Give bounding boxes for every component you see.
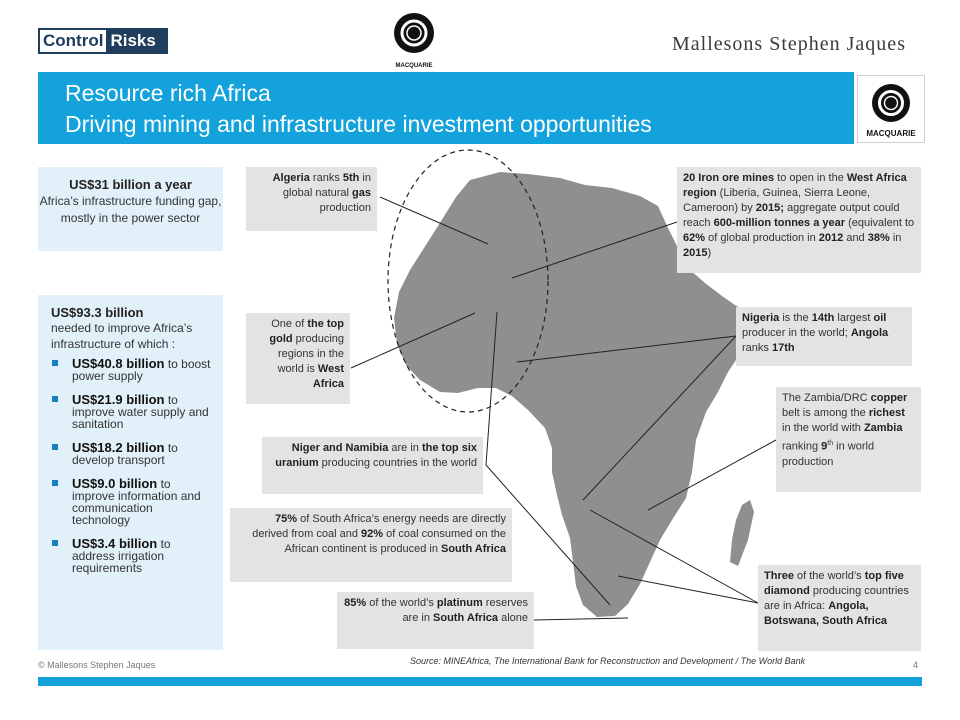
page-title: Resource rich Africa bbox=[65, 80, 271, 106]
control-risks-logo: Control Risks bbox=[38, 28, 168, 54]
page-number: 4 bbox=[913, 660, 919, 670]
source-note: Source: MINEAfrica, The International Ba… bbox=[410, 656, 806, 666]
callout-algeria: Algeria ranks 5th in global natural gas … bbox=[246, 167, 377, 231]
copyright-text: © Mallesons Stephen Jaques bbox=[38, 660, 156, 670]
funding-gap-box: US$31 billion a year Africa’s infrastruc… bbox=[38, 167, 223, 251]
connector-uranium-a bbox=[485, 311, 498, 466]
callout-energy: 75% of South Africa’s energy needs are d… bbox=[230, 508, 512, 582]
connector-diamond-a bbox=[589, 509, 759, 604]
callout-nigeria: Nigeria is the 14th largest oil producer… bbox=[736, 307, 912, 366]
list-item: US$21.9 billion to improve water supply … bbox=[51, 393, 213, 430]
infrastructure-needs-heading: US$93.3 billion bbox=[51, 305, 144, 320]
connector-platinum bbox=[533, 617, 629, 621]
logo-text-risks: Risks bbox=[106, 30, 166, 52]
callout-copper: The Zambia/DRC copper belt is among the … bbox=[776, 387, 921, 492]
macquarie-wordmark-right: MACQUARIE bbox=[866, 129, 916, 138]
connector-iron-ore bbox=[511, 221, 678, 279]
infrastructure-needs-box: US$93.3 billion needed to improve Africa… bbox=[38, 295, 223, 650]
macquarie-logo-top: MACQUARIE bbox=[394, 13, 434, 69]
west-africa-highlight-ellipse bbox=[387, 149, 549, 413]
title-band: Resource rich Africa Driving mining and … bbox=[38, 72, 854, 144]
connector-nigeria bbox=[516, 335, 737, 363]
connector-uranium-b bbox=[485, 464, 611, 606]
madagascar-shape bbox=[730, 500, 754, 566]
bullet-icon bbox=[52, 480, 58, 486]
connector-gold bbox=[350, 312, 476, 369]
callout-platinum: 85% of the world’s platinum reserves are… bbox=[337, 592, 534, 649]
funding-gap-heading: US$31 billion a year bbox=[69, 177, 192, 192]
macquarie-logo-right: MACQUARIE bbox=[866, 84, 916, 138]
macquarie-logo-box: MACQUARIE bbox=[857, 75, 925, 143]
logo-text-control: Control bbox=[40, 30, 107, 52]
mallesons-logo: Mallesons Stephen Jaques bbox=[672, 33, 906, 55]
bullet-icon bbox=[52, 360, 58, 366]
bullet-icon bbox=[52, 444, 58, 450]
connector-copper bbox=[647, 439, 777, 511]
callout-gold: One of the top gold producing regions in… bbox=[246, 313, 350, 404]
bullet-icon bbox=[52, 540, 58, 546]
callout-iron-ore: 20 Iron ore mines to open in the West Af… bbox=[677, 167, 921, 273]
callout-diamond: Three of the world’s top five diamond pr… bbox=[758, 565, 921, 651]
macquarie-wordmark: MACQUARIE bbox=[396, 63, 433, 69]
page-subtitle: Driving mining and infrastructure invest… bbox=[65, 111, 652, 137]
connector-algeria bbox=[379, 196, 489, 245]
connector-diamond-b bbox=[617, 575, 759, 604]
footer-bar bbox=[38, 677, 922, 686]
funding-gap-text: Africa’s infrastructure funding gap, mos… bbox=[39, 194, 222, 225]
list-item: US$18.2 billion to develop transport bbox=[51, 441, 213, 466]
connector-lines bbox=[350, 196, 777, 621]
connector-angola bbox=[582, 335, 737, 501]
callout-uranium: Niger and Namibia are in the top six ura… bbox=[262, 437, 483, 494]
list-item: US$40.8 billion to boost power supply bbox=[51, 357, 213, 382]
infrastructure-needs-text: needed to improve Africa’s infrastructur… bbox=[51, 321, 193, 351]
infrastructure-needs-list: US$40.8 billion to boost power supply US… bbox=[51, 357, 213, 574]
list-item: US$9.0 billion to improve information an… bbox=[51, 477, 213, 526]
bullet-icon bbox=[52, 396, 58, 402]
africa-continent-shape bbox=[394, 172, 762, 617]
list-item: US$3.4 billion to address irrigation req… bbox=[51, 537, 213, 574]
